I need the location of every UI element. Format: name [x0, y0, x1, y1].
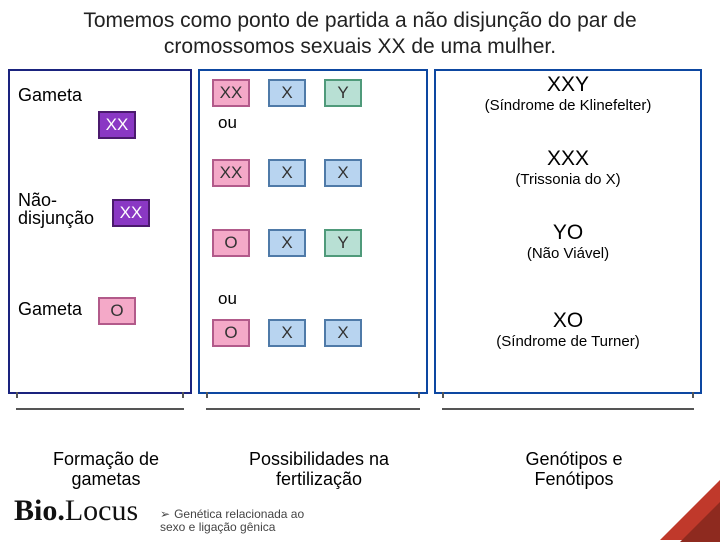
label-gameta-bottom: Gameta	[18, 299, 82, 320]
logo-biolocus: Bio.Locus	[14, 494, 138, 528]
col-fertilization: XX X Y ou XX X X O X Y ou O X X	[198, 69, 428, 394]
cell-x: X	[268, 79, 306, 107]
cell-o: O	[212, 229, 250, 257]
cell-x: X	[268, 159, 306, 187]
corner-decoration	[660, 480, 720, 540]
subtitle-text: Genética relacionada ao sexo e ligação g…	[160, 507, 304, 534]
brace-1	[16, 396, 184, 410]
cell-x: X	[268, 319, 306, 347]
label-ou-1: ou	[218, 113, 237, 133]
outcome-sub: (Síndrome de Klinefelter)	[436, 97, 700, 114]
cell-y: Y	[324, 229, 362, 257]
col-gamete-formation: Gameta XX Não- disjunção XX Gameta O	[8, 69, 192, 394]
outcome-label: XXX	[436, 147, 700, 171]
outcome-sub: (Não Viável)	[436, 245, 700, 262]
outcome-sub: (Trissonia do X)	[436, 171, 700, 188]
cell-xx: XX	[212, 79, 250, 107]
logo-light: Locus	[65, 494, 138, 527]
cell-x2: X	[324, 319, 362, 347]
badge-xx-1: XX	[98, 111, 136, 139]
bullet-arrow-icon: ➢	[160, 507, 170, 521]
page-title: Tomemos como ponto de partida a não disj…	[0, 0, 720, 69]
diagram-columns: Gameta XX Não- disjunção XX Gameta O XX …	[0, 69, 720, 394]
outcome-yo: YO (Não Viável)	[436, 221, 700, 262]
outcome-xo: XO (Síndrome de Turner)	[436, 309, 700, 350]
label-gameta-top: Gameta	[18, 85, 82, 106]
brace-2	[206, 396, 420, 410]
outcome-label: XXY	[436, 73, 700, 97]
cell-o: O	[212, 319, 250, 347]
outcome-xxx: XXX (Trissonia do X)	[436, 147, 700, 188]
cell-xx: XX	[212, 159, 250, 187]
badge-xx-2: XX	[112, 199, 150, 227]
footer-labels: Formação de gametas Possibilidades na fe…	[0, 450, 720, 490]
cell-y: Y	[324, 79, 362, 107]
outcome-sub: (Síndrome de Turner)	[436, 333, 700, 350]
label-ou-2: ou	[218, 289, 237, 309]
cell-x2: X	[324, 159, 362, 187]
label-nao-disjuncao: Não- disjunção	[18, 191, 94, 229]
col2-caption: Possibilidades na fertilização	[204, 450, 434, 490]
cell-x: X	[268, 229, 306, 257]
outcome-label: XO	[436, 309, 700, 333]
brace-3	[442, 396, 694, 410]
col-outcomes: XXY (Síndrome de Klinefelter) XXX (Triss…	[434, 69, 702, 394]
badge-o: O	[98, 297, 136, 325]
logo-bold: Bio.	[14, 494, 65, 527]
outcome-xxy: XXY (Síndrome de Klinefelter)	[436, 73, 700, 114]
outcome-label: YO	[436, 221, 700, 245]
col1-caption: Formação de gametas	[14, 450, 198, 490]
slide-subtitle: ➢Genética relacionada ao sexo e ligação …	[160, 508, 304, 534]
